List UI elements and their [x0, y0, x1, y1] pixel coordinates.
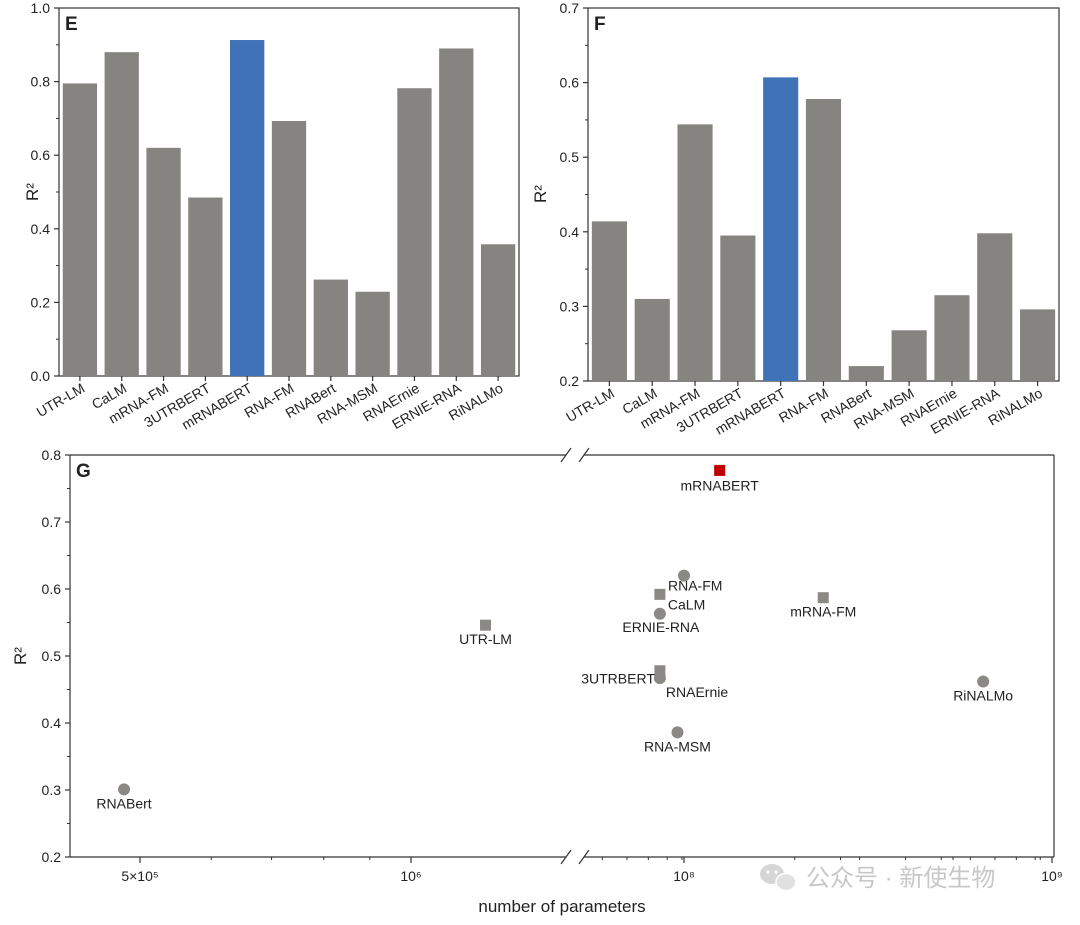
point-ernie-rna — [653, 607, 666, 620]
point-label-3utrbert: 3UTRBERT — [581, 671, 655, 687]
y-tick-label: 0.6 — [560, 75, 580, 91]
bar-3utrbert — [188, 197, 223, 376]
bar-rna-msm — [891, 330, 927, 381]
y-tick-label: 0.7 — [42, 514, 62, 530]
bar-calm — [634, 298, 670, 381]
point-rnaernie — [653, 672, 666, 685]
point-label-rinalmo: RiNALMo — [953, 687, 1013, 703]
y-axis-title: R² — [531, 185, 550, 203]
bar-ernie-rna — [977, 233, 1013, 381]
axis-break-mark — [578, 849, 590, 865]
point-label-rna-fm: RNA-FM — [668, 578, 722, 594]
panel-label: G — [76, 461, 91, 482]
point-label-utr-lm: UTR-LM — [459, 631, 512, 647]
point-mrna-fm — [817, 592, 829, 604]
point-label-mrna-fm: mRNA-FM — [790, 604, 856, 620]
y-tick-label: 0.6 — [42, 581, 62, 597]
bar-mrna-fm — [677, 124, 713, 381]
bar-rinalmo — [480, 244, 516, 376]
bar-rinalmo — [1020, 309, 1056, 381]
panel-g: 0.2 0.3 0.4 0.5 0.6 0.7 0.8 5×10⁵ 10⁶ 10⁸ 10⁹ Gnumb… — [11, 447, 1063, 916]
watermark-text: 公众号 · 新使生物 — [806, 865, 995, 892]
y-tick-label: 0.3 — [560, 298, 580, 314]
x-axis-title: number of parameters — [478, 897, 645, 916]
bar-mrnabert — [763, 77, 799, 382]
x-tick-label: 10⁹ — [1041, 868, 1063, 884]
bar-rna-fm — [805, 99, 842, 382]
watermark: 公众号 · 新使生物 — [760, 864, 995, 892]
panel-label: E — [65, 14, 78, 35]
bar-utr-lm — [62, 83, 98, 376]
y-tick-label: 1.0 — [31, 0, 51, 16]
y-tick-label: 0.8 — [31, 74, 51, 90]
y-tick-label: 0.5 — [42, 648, 62, 664]
point-label-rna-msm: RNA-MSM — [644, 738, 711, 754]
wechat-icon — [760, 864, 797, 892]
y-tick-label: 0.7 — [560, 0, 580, 16]
x-tick-label: UTR-LM — [563, 385, 617, 425]
y-tick-label: 0.4 — [31, 221, 51, 237]
bar-rnabert — [313, 279, 348, 376]
y-tick-label: 0.4 — [560, 224, 580, 240]
y-tick-label: 0.2 — [31, 294, 51, 310]
point-rinalmo — [977, 675, 990, 688]
bar-ernie-rna — [439, 48, 474, 376]
x-tick-label: UTR-LM — [34, 380, 88, 420]
y-axis-title: R² — [23, 183, 42, 201]
point-calm — [654, 588, 666, 600]
x-tick-label: 5×10⁵ — [121, 868, 158, 884]
bar-rnaernie — [934, 295, 970, 381]
point-rna-msm — [671, 726, 684, 739]
y-tick-label: 0.4 — [42, 715, 62, 731]
point-label-rnaernie: RNAErnie — [666, 684, 728, 700]
y-tick-label: 0.6 — [31, 147, 51, 163]
point-mrnabert — [714, 464, 726, 476]
y-tick-label: 0.5 — [560, 149, 580, 165]
y-tick-label: 0.8 — [42, 447, 62, 463]
point-rna-fm — [678, 569, 690, 582]
bar-calm — [104, 52, 139, 376]
point-utr-lm — [480, 619, 492, 631]
bar-utr-lm — [591, 221, 627, 381]
bar-rna-msm — [355, 291, 390, 376]
y-tick-label: 0.3 — [42, 782, 62, 798]
point-label-mrnabert: mRNABERT — [681, 477, 760, 493]
bar-3utrbert — [720, 235, 756, 381]
bar-mrna-fm — [146, 147, 181, 376]
point-rnabert — [118, 783, 131, 796]
axis-break-mark — [578, 447, 590, 463]
y-axis-title: R² — [11, 647, 30, 665]
x-tick-label: 10⁸ — [673, 868, 695, 884]
y-tick-label: 0.2 — [560, 373, 580, 389]
panel-label: F — [594, 14, 606, 35]
point-3utrbert — [654, 665, 666, 677]
bar-mrnabert — [230, 40, 265, 377]
x-tick-label: 10⁶ — [400, 868, 421, 884]
bar-rnaernie — [397, 88, 432, 376]
point-label-ernie-rna: ERNIE-RNA — [622, 619, 700, 635]
y-tick-label: 0.0 — [31, 368, 51, 384]
y-tick-label: 0.2 — [42, 849, 62, 865]
point-label-rnabert: RNABert — [96, 795, 151, 811]
point-label-calm: CaLM — [668, 596, 705, 612]
axis-break-mark — [560, 447, 572, 463]
bar-rna-fm — [271, 120, 307, 376]
axis-break-mark — [560, 849, 572, 865]
bar-rnabert — [848, 366, 884, 381]
